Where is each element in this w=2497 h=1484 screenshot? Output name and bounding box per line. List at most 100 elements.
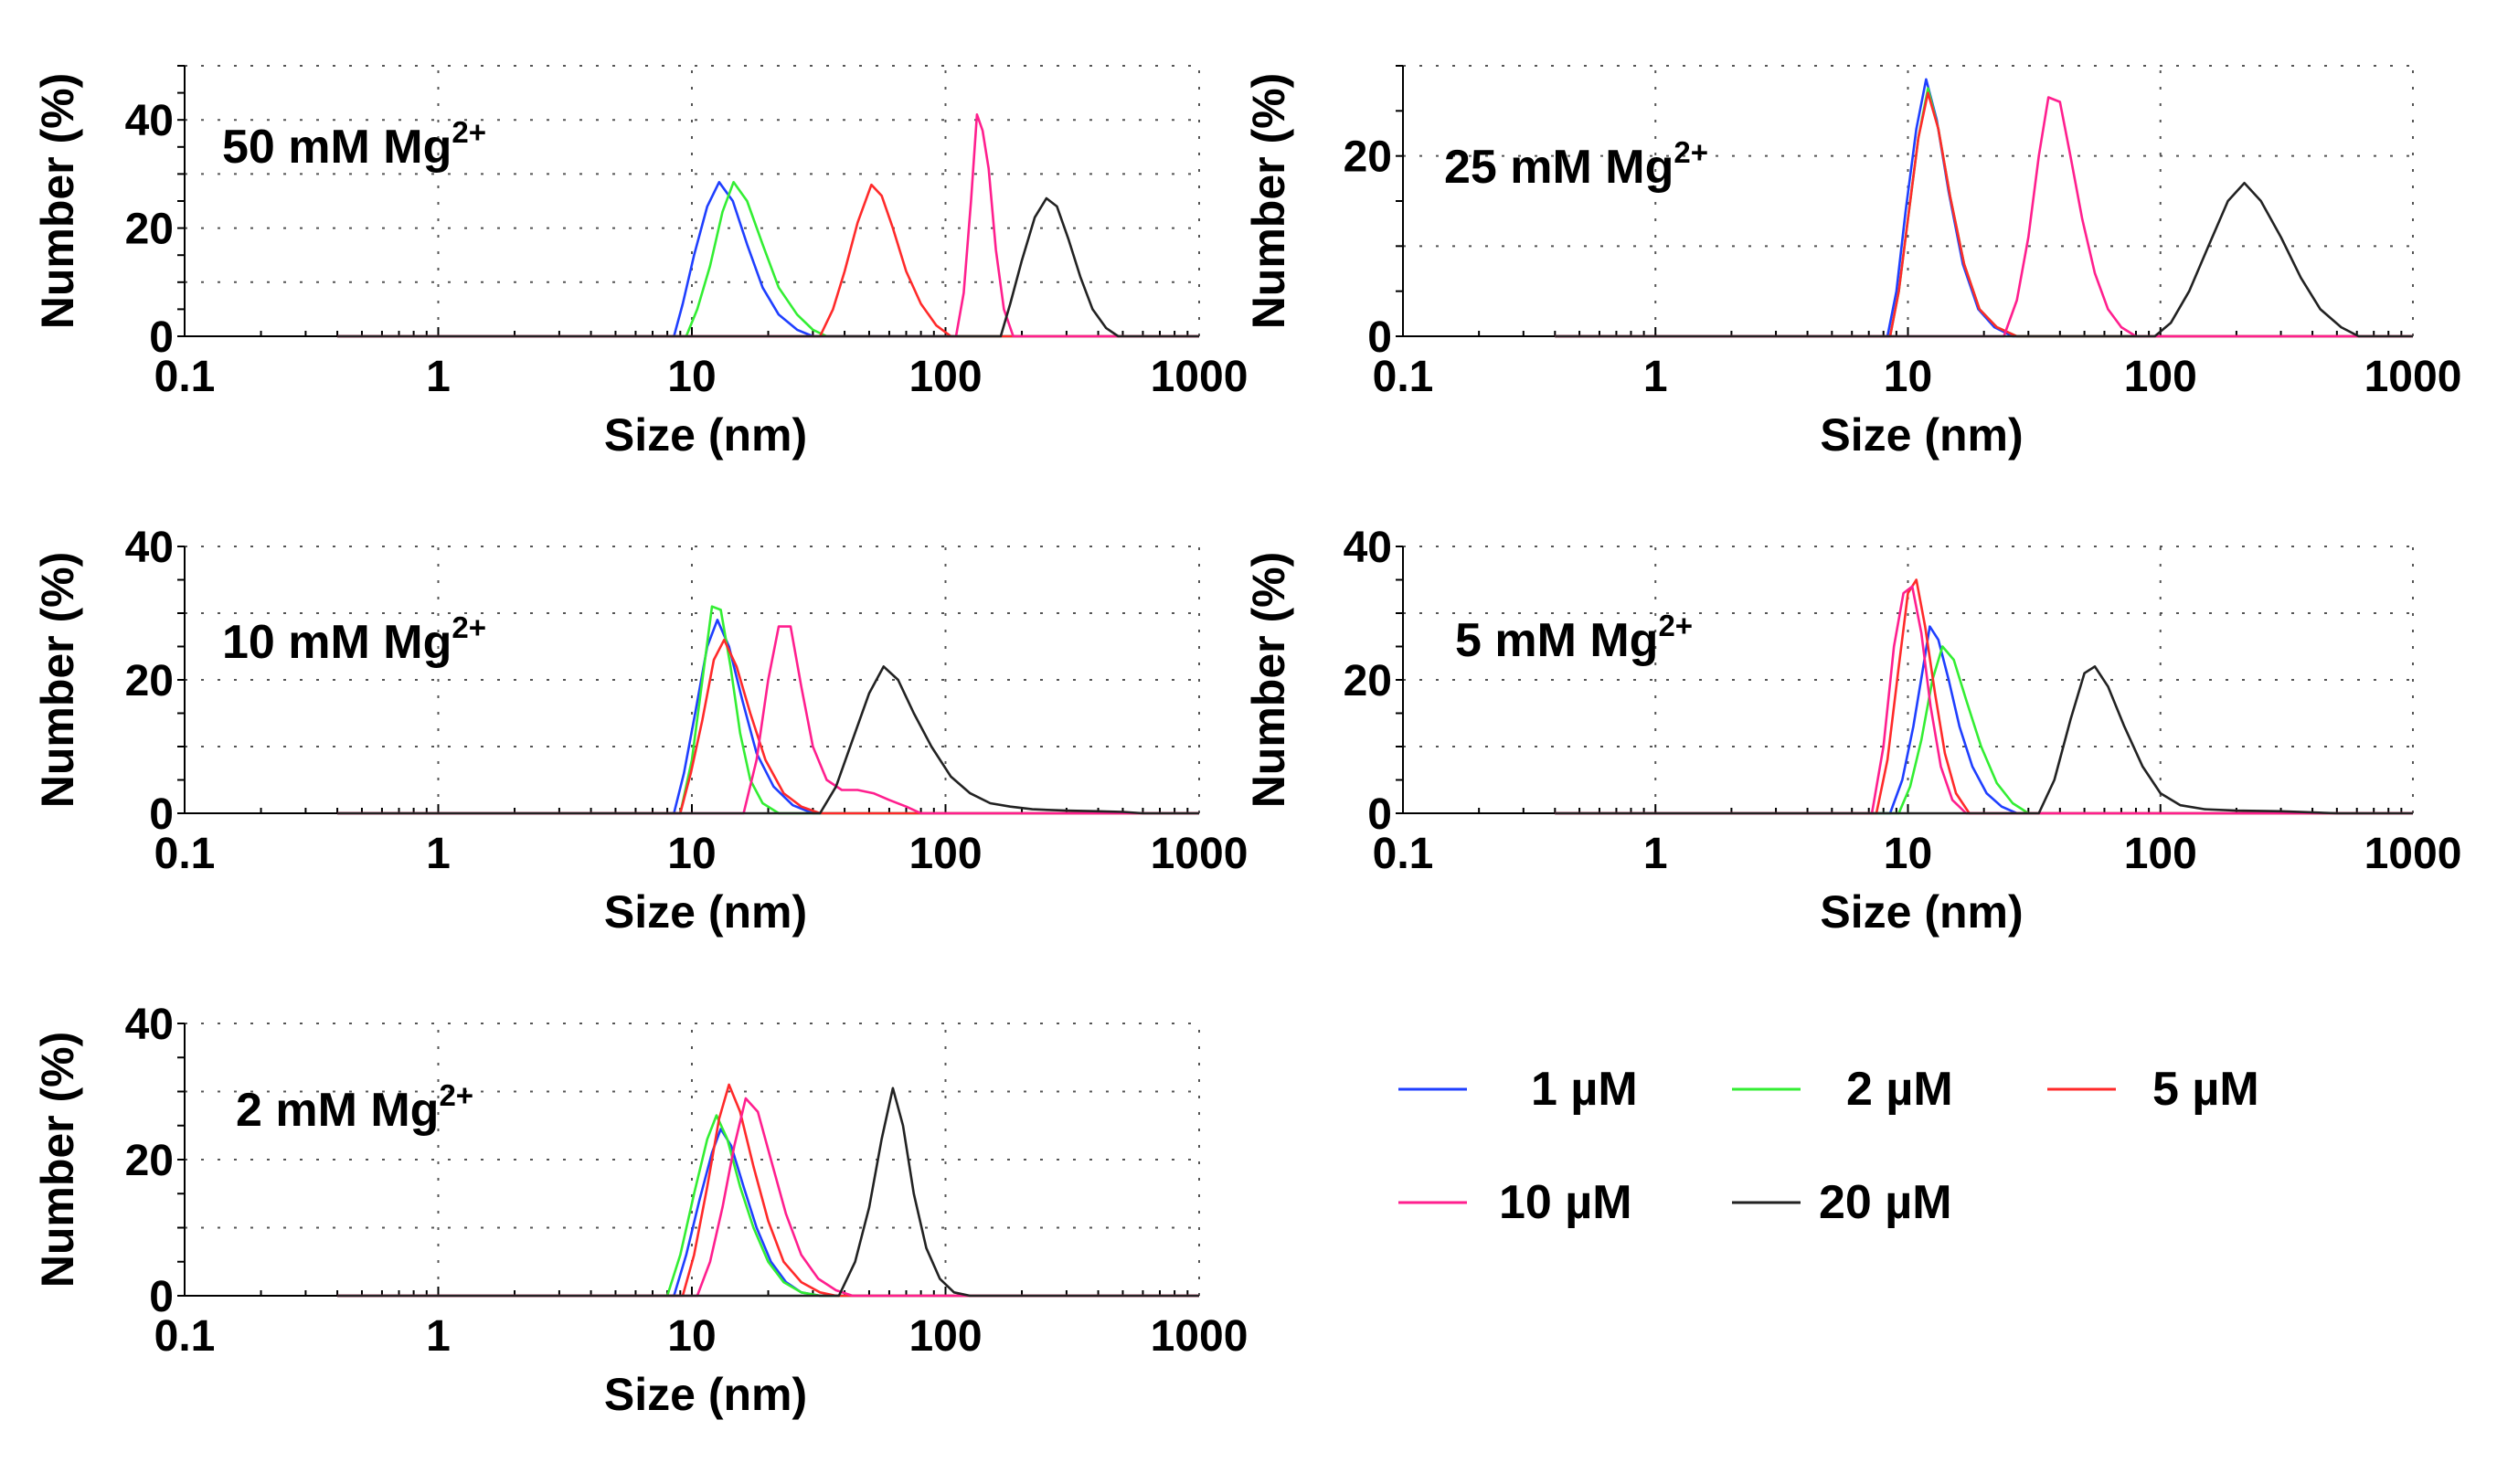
- x-tick-label: 100: [908, 1312, 982, 1361]
- x-tick-label: 0.1: [1373, 353, 1434, 401]
- panel-title-main: 2 mM Mg: [236, 1084, 439, 1137]
- series-line-1um: [1555, 625, 2413, 815]
- x-tick-label: 1000: [1151, 1312, 1248, 1361]
- series-line-20um: [1555, 665, 2413, 815]
- series-line-2um: [337, 605, 1199, 815]
- panel-title: 10 mM Mg2+: [222, 610, 486, 669]
- y-axis-title: Number (%): [32, 552, 83, 809]
- x-tick-label: 10: [667, 353, 716, 401]
- x-tick-label: 100: [2124, 353, 2197, 401]
- y-axis-title: Number (%): [1243, 552, 1294, 809]
- legend-label-20um: 20 µM: [1819, 1176, 1952, 1229]
- y-tick-label: 0: [1367, 790, 1392, 839]
- panel-50mm-mg: 0.1 1 10 100 1000 0 20 40 Size (nm) Number (%) 50 …: [32, 65, 1248, 461]
- y-tick-label: 0: [149, 1273, 174, 1321]
- series-line-10um: [337, 625, 1199, 815]
- series-line-10um: [1555, 585, 2413, 815]
- series-line-20um: [337, 196, 1199, 338]
- x-tick-label: 10: [667, 830, 716, 878]
- legend-label-1um: 1 µM: [1531, 1063, 1638, 1116]
- series-line-10um: [1555, 96, 2413, 338]
- legend-label-5um: 5 µM: [2152, 1063, 2259, 1116]
- y-tick-label: 20: [1344, 657, 1392, 705]
- y-tick-label: 40: [1344, 524, 1392, 572]
- panel-title-main: 5 mM Mg: [1455, 614, 1658, 667]
- series-line-20um: [337, 665, 1199, 815]
- x-tick-label: 1000: [1151, 830, 1248, 878]
- panel-2mm-mg: 0.1 1 10 100 1000 0 20 40 Size (nm) Number (%) 2 m…: [32, 1001, 1248, 1420]
- x-tick-label: 100: [2124, 830, 2197, 878]
- y-tick-label: 0: [1367, 313, 1392, 362]
- legend-label-2um: 2 µM: [1846, 1063, 1953, 1116]
- x-axis-title: Size (nm): [604, 409, 807, 461]
- panel-title-main: 25 mM Mg: [1444, 141, 1674, 194]
- legend-item-2um: 2 µM: [1732, 1063, 1953, 1116]
- legend-item-20um: 20 µM: [1732, 1176, 1952, 1229]
- legend: 1 µM 2 µM 5 µM 10 µM 20 µM: [1398, 1063, 2259, 1229]
- y-tick-label: 40: [125, 97, 174, 145]
- series-line-5um: [1555, 91, 2413, 338]
- x-tick-label: 1: [1643, 830, 1668, 878]
- panel-title-superscript: 2+: [1674, 135, 1708, 169]
- panel-title-superscript: 2+: [439, 1078, 473, 1112]
- series-line-5um: [1555, 578, 2413, 815]
- x-tick-label: 0.1: [154, 1312, 216, 1361]
- series-line-1um: [337, 618, 1199, 815]
- series-line-20um: [337, 1086, 1199, 1298]
- series-line-20um: [1555, 182, 2413, 338]
- series-line-2um: [1555, 645, 2413, 815]
- y-tick-label: 20: [125, 657, 174, 705]
- x-tick-label: 10: [667, 1312, 716, 1361]
- x-axis-title: Size (nm): [1820, 886, 2023, 938]
- y-tick-label: 20: [1344, 133, 1392, 182]
- panel-title: 25 mM Mg2+: [1444, 135, 1708, 194]
- series-line-10um: [337, 1097, 1199, 1298]
- x-tick-label: 0.1: [1373, 830, 1434, 878]
- legend-item-1um: 1 µM: [1398, 1063, 1638, 1116]
- legend-label-10um: 10 µM: [1499, 1176, 1632, 1229]
- x-tick-label: 10: [1884, 830, 1932, 878]
- y-tick-label: 40: [125, 1001, 174, 1049]
- panel-title-main: 10 mM Mg: [222, 616, 452, 669]
- x-tick-label: 0.1: [154, 830, 216, 878]
- x-tick-label: 100: [908, 353, 982, 401]
- y-tick-label: 20: [125, 206, 174, 254]
- series-line-1um: [337, 181, 1199, 338]
- panel-title: 50 mM Mg2+: [222, 115, 486, 174]
- panel-title: 2 mM Mg2+: [236, 1078, 473, 1137]
- legend-item-5um: 5 µM: [2047, 1063, 2259, 1116]
- y-tick-label: 20: [125, 1137, 174, 1185]
- series-line-2um: [337, 1114, 1199, 1298]
- y-axis-title: Number (%): [32, 73, 83, 330]
- series-line-2um: [337, 181, 1199, 338]
- x-tick-label: 100: [908, 830, 982, 878]
- panel-title-main: 50 mM Mg: [222, 121, 452, 174]
- panel-title-superscript: 2+: [452, 610, 486, 644]
- y-tick-label: 0: [149, 313, 174, 362]
- y-axis-title: Number (%): [32, 1032, 83, 1288]
- x-tick-label: 1000: [2364, 353, 2462, 401]
- x-tick-label: 1: [1643, 353, 1668, 401]
- x-axis-title: Size (nm): [1820, 409, 2023, 461]
- x-tick-label: 1: [426, 353, 451, 401]
- x-axis-title: Size (nm): [604, 886, 807, 938]
- panel-10mm-mg: 0.1 1 10 100 1000 0 20 40 Size (nm) Number (%) 10 …: [32, 524, 1248, 938]
- panel-title-superscript: 2+: [452, 115, 486, 149]
- x-tick-label: 1: [426, 830, 451, 878]
- panel-25mm-mg: 0.1 1 10 100 1000 0 20 Size (nm) Number (%) 25 mM…: [1243, 65, 2462, 461]
- panel-title-superscript: 2+: [1658, 609, 1693, 642]
- x-tick-label: 1000: [2364, 830, 2462, 878]
- series-line-5um: [337, 1083, 1199, 1298]
- x-tick-label: 1000: [1151, 353, 1248, 401]
- y-axis-title: Number (%): [1243, 73, 1294, 330]
- series-line-5um: [337, 638, 1199, 815]
- legend-item-10um: 10 µM: [1398, 1176, 1632, 1229]
- x-axis-title: Size (nm): [604, 1369, 807, 1420]
- y-tick-label: 40: [125, 524, 174, 572]
- x-tick-label: 10: [1884, 353, 1932, 401]
- panel-5mm-mg: 0.1 1 10 100 1000 0 20 40 Size (nm) Number (%) 5 m…: [1243, 524, 2461, 938]
- panel-title: 5 mM Mg2+: [1455, 609, 1693, 667]
